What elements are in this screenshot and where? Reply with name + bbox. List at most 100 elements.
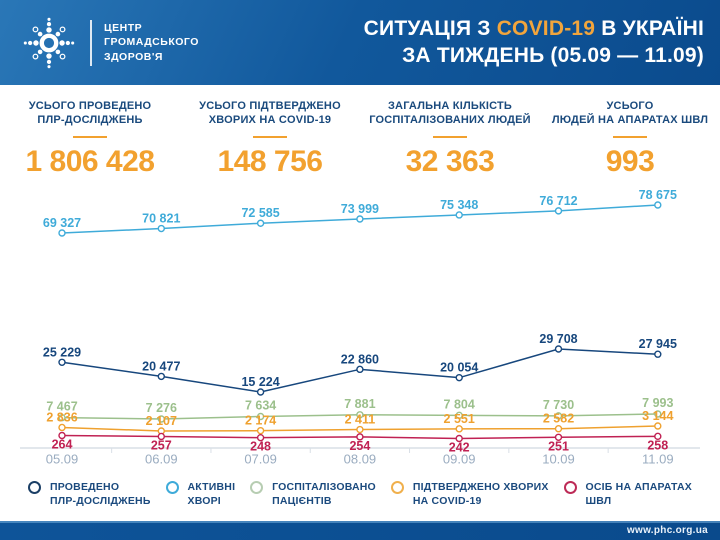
- brand-line: ГРОМАДСЬКОГО: [104, 36, 199, 49]
- data-point: [455, 411, 463, 420]
- data-point-label: 7 804: [444, 397, 475, 411]
- data-point-label: 2 174: [245, 414, 276, 428]
- legend-label: ОСІБ НА АПАРАТАХ ШВЛ: [585, 481, 692, 508]
- data-point-label: 15 224: [241, 375, 279, 389]
- line-chart: 05.09 06.09 07.09 08.09 09.09 10.09 11.09 25 22…: [20, 188, 700, 467]
- data-point: [58, 423, 66, 432]
- data-point-label: 7 634: [245, 399, 276, 413]
- data-point-label: 7 881: [344, 397, 375, 411]
- data-point-label: 7 467: [46, 400, 77, 414]
- legend-item: ГОСПІТАЛІЗОВАНО ПАЦІЄНТІВ: [250, 480, 376, 508]
- legend: ПРОВЕДЕНО ПЛР-ДОСЛІДЖЕНЬ АКТИВНІ ХВОРІ ГОСПІ…: [0, 470, 720, 521]
- page-title: СИТУАЦІЯ З COVID-19 В УКРАЇНІ ЗА ТИЖДЕНЬ…: [364, 16, 720, 69]
- data-point: [654, 422, 662, 430]
- data-point: [455, 373, 463, 382]
- stat-divider: [253, 135, 287, 138]
- x-tick-label: 10.09: [542, 452, 575, 467]
- data-point: [58, 431, 66, 440]
- legend-item: ОСІБ НА АПАРАТАХ ШВЛ: [563, 480, 692, 508]
- data-point: [554, 433, 563, 441]
- data-point-label: 7 730: [543, 398, 574, 412]
- page-title-line2: ЗА ТИЖДЕНЬ (05.09 — 11.09): [402, 43, 704, 67]
- stat-label: УСЬОГО ЛЮДЕЙ НА АПАРАТАХ ШВЛ: [551, 100, 709, 127]
- data-point: [256, 388, 265, 396]
- stat-value: 32 363: [405, 144, 495, 178]
- title-suffix: В УКРАЇНІ: [595, 17, 704, 41]
- stats-row: УСЬОГО ПРОВЕДЕНО ПЛР-ДОСЛІДЖЕНЬ 1 806 428 У…: [0, 85, 720, 180]
- data-point: [455, 434, 463, 443]
- data-point-label: 2 107: [146, 414, 177, 428]
- data-point-label: 2 582: [543, 412, 574, 426]
- footer-url-link[interactable]: www.phc.org.ua: [626, 525, 708, 536]
- data-point: [654, 432, 662, 441]
- legend-label: ПРОВЕДЕНО ПЛР-ДОСЛІДЖЕНЬ: [50, 481, 151, 508]
- legend-label: ПІДТВЕРДЖЕНО ХВОРИХ НА COVID-19: [412, 481, 549, 508]
- data-point-label: 75 348: [440, 198, 478, 212]
- data-point-label: 3 144: [642, 409, 673, 423]
- data-point-label: 72 585: [241, 206, 279, 220]
- data-point: [654, 410, 662, 418]
- data-point-label: 29 708: [539, 332, 577, 346]
- data-point: [554, 345, 563, 353]
- data-point: [157, 415, 166, 423]
- stat-value: 993: [605, 144, 655, 178]
- data-point: [356, 411, 364, 419]
- brand-name: ЦЕНТР ГРОМАДСЬКОГО ЗДОРОВ'Я: [104, 21, 199, 64]
- brand: ЦЕНТР ГРОМАДСЬКОГО ЗДОРОВ'Я: [0, 14, 199, 72]
- data-point-label: 248: [250, 440, 271, 454]
- data-point-label: 242: [449, 441, 470, 455]
- legend-marker-icon: [250, 481, 264, 494]
- data-point-label: 69 327: [43, 216, 81, 230]
- stat-divider: [73, 135, 107, 138]
- stat-label: ЗАГАЛЬНА КІЛЬКІСТЬ ГОСПІТАЛІЗОВАНИХ ЛЮДЕЙ: [369, 100, 531, 127]
- x-tick-label: 05.09: [46, 452, 79, 467]
- data-point: [455, 425, 463, 433]
- legend-label: ГОСПІТАЛІЗОВАНО ПАЦІЄНТІВ: [272, 481, 376, 508]
- data-point: [157, 372, 166, 381]
- data-point: [356, 433, 364, 441]
- data-point-label: 2 836: [46, 410, 77, 424]
- title-prefix: СИТУАЦІЯ З: [363, 17, 497, 41]
- data-point: [356, 215, 364, 223]
- data-point-label: 76 712: [539, 194, 577, 208]
- data-point: [554, 425, 563, 433]
- brand-divider: [90, 19, 92, 66]
- data-point-label: 258: [647, 438, 668, 452]
- stat-card: УСЬОГО ЛЮДЕЙ НА АПАРАТАХ ШВЛ 993: [540, 99, 720, 179]
- x-tick-label: 06.09: [145, 452, 178, 467]
- brand-line: ЗДОРОВ'Я: [104, 50, 163, 63]
- stat-card: УСЬОГО ПІДТВЕРДЖЕНО ХВОРИХ НА COVID-19 148…: [180, 99, 360, 179]
- data-point: [157, 432, 166, 441]
- page-title-line1: СИТУАЦІЯ З COVID-19 В УКРАЇНІ: [364, 16, 704, 42]
- stat-value: 148 756: [217, 144, 323, 178]
- data-point-label: 22 860: [341, 352, 379, 366]
- legend-marker-icon: [390, 481, 404, 494]
- data-point-label: 20 054: [440, 361, 478, 375]
- data-point: [256, 426, 265, 435]
- x-tick-label: 11.09: [642, 452, 674, 467]
- legend-label: АКТИВНІ ХВОРІ: [187, 481, 236, 508]
- data-point: [157, 224, 166, 233]
- x-tick-label: 07.09: [244, 452, 277, 467]
- data-point-label: 2 411: [345, 413, 376, 427]
- data-point: [256, 433, 265, 442]
- data-point: [256, 219, 265, 227]
- data-point: [356, 425, 364, 434]
- data-point: [554, 412, 563, 420]
- data-point-label: 257: [151, 438, 172, 452]
- legend-item: ПІДТВЕРДЖЕНО ХВОРИХ НА COVID-19: [390, 480, 549, 508]
- data-point: [256, 412, 265, 421]
- stat-divider: [433, 135, 467, 138]
- legend-marker-icon: [165, 481, 179, 494]
- x-tick-label: 08.09: [344, 452, 377, 467]
- legend-item: ПРОВЕДЕНО ПЛР-ДОСЛІДЖЕНЬ: [28, 480, 151, 508]
- data-point-label: 25 229: [43, 345, 81, 359]
- data-point: [455, 211, 463, 219]
- legend-marker-icon: [28, 481, 41, 494]
- data-point: [654, 350, 662, 358]
- data-point-label: 254: [349, 439, 370, 453]
- data-point: [58, 358, 66, 366]
- phc-logo-icon: [23, 17, 75, 68]
- data-point-label: 70 821: [142, 212, 180, 226]
